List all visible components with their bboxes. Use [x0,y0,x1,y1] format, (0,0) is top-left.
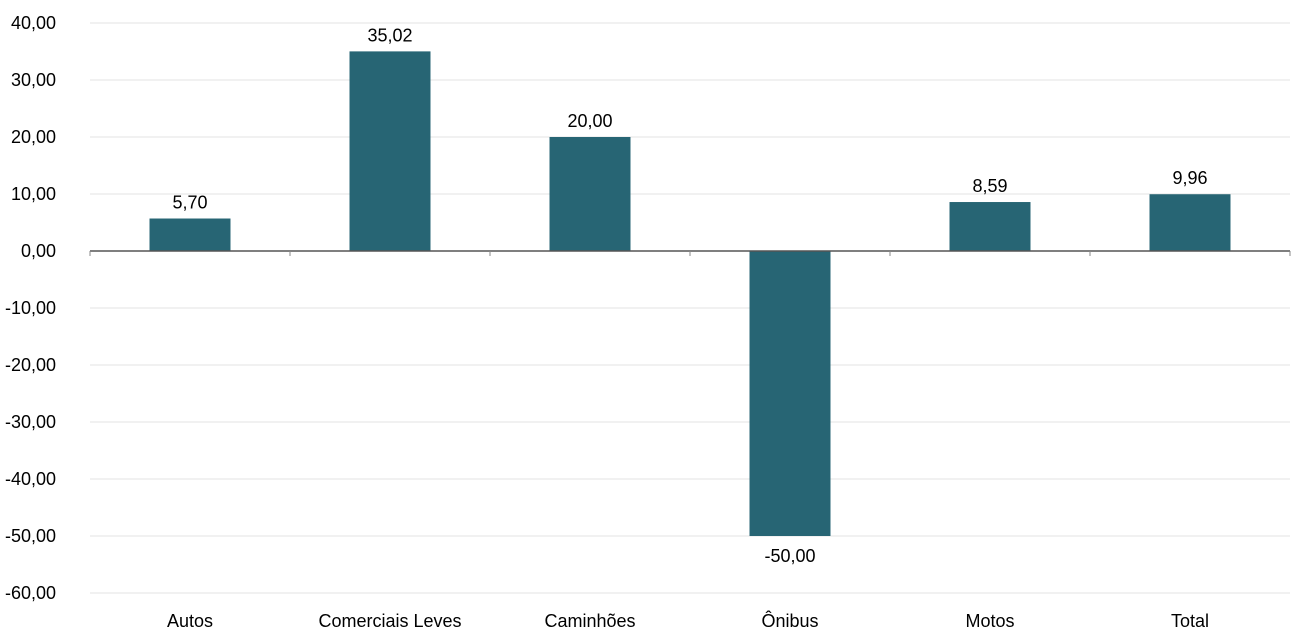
y-tick-label: -60,00 [5,583,56,603]
bar [349,51,431,251]
data-label: -50,00 [764,546,815,566]
data-label: 9,96 [1172,168,1207,188]
data-label: 8,59 [972,176,1007,196]
category-label: Comerciais Leves [318,611,461,631]
category-label: Autos [167,611,213,631]
bar [1149,194,1231,251]
bars [149,51,1231,536]
y-tick-label: 20,00 [11,127,56,147]
y-tick-label: -20,00 [5,355,56,375]
y-tick-label: -30,00 [5,412,56,432]
bar [549,137,631,251]
category-labels: Autos Comerciais Leves Caminhões Ônibus Moto… [167,610,1209,631]
bar [949,202,1031,251]
category-label: Ônibus [761,610,818,631]
data-labels: 5,70 35,02 20,00 -50,00 8,59 9,96 [172,25,1207,566]
y-tick-label: -10,00 [5,298,56,318]
data-label: 35,02 [367,25,412,45]
bar [149,218,231,251]
gridlines [90,22,1290,594]
y-tick-label: 40,00 [11,13,56,33]
data-label: 5,70 [172,193,207,213]
category-label: Total [1171,611,1209,631]
y-tick-label: 30,00 [11,70,56,90]
data-label: 20,00 [567,111,612,131]
y-tick-label: -40,00 [5,469,56,489]
y-tick-label: 0,00 [21,241,56,261]
category-label: Caminhões [544,611,635,631]
y-axis-tick-labels: 40,00 30,00 20,00 10,00 0,00 -10,00 -20,00 -30,… [5,13,56,603]
bar [749,251,831,536]
y-tick-label: 10,00 [11,184,56,204]
x-axis [89,250,1291,256]
category-label: Motos [965,611,1014,631]
y-tick-label: -50,00 [5,526,56,546]
